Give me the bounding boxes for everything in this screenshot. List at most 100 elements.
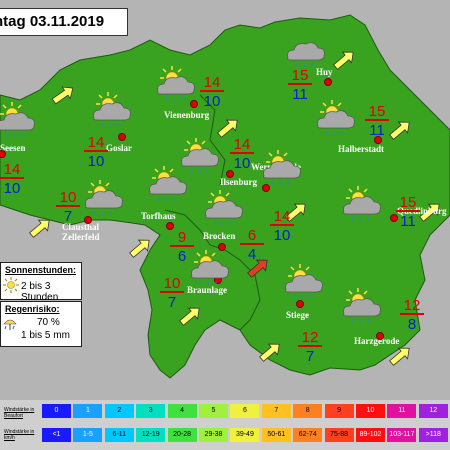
sun-cloud-rain-icon xyxy=(144,166,188,211)
place-name: Quedlinburg xyxy=(397,206,447,216)
rain-amount: 1 bis 5 mm xyxy=(21,330,70,341)
sun-cloud-rain-icon xyxy=(186,250,230,295)
temp-min: 10 xyxy=(273,227,291,244)
legend-beaufort-cell: 8 xyxy=(293,404,323,418)
legend-beaufort-cell: 1 xyxy=(73,404,103,418)
sun-cloud-rain-icon xyxy=(312,100,356,145)
temp-max: 15 xyxy=(288,68,312,85)
legend-kmh-cell: 6-11 xyxy=(104,428,134,442)
legend-kmh-cell: 89-102 xyxy=(356,428,385,442)
rain-box: Regenrisiko: 70 % 1 bis 5 mm xyxy=(0,301,82,347)
sun-cloud-rain-icon xyxy=(338,186,382,231)
place-name: Goslar xyxy=(106,143,132,153)
legend-beaufort-cell: 4 xyxy=(167,404,197,418)
place-marker xyxy=(190,100,198,108)
wind-arrow-icon xyxy=(179,307,200,326)
legend-kmh-cell: <1 xyxy=(42,428,71,442)
place-marker xyxy=(324,78,332,86)
place-marker xyxy=(166,222,174,230)
legend-kmh-cell: 12-19 xyxy=(136,428,166,442)
legend-beaufort-cell: 5 xyxy=(199,404,228,418)
legend-beaufort-cell: 2 xyxy=(104,404,134,418)
wind-arrow-icon xyxy=(285,203,306,222)
temp-min: 10 xyxy=(87,153,105,170)
place-name: Braunlage xyxy=(187,285,228,295)
legend-beaufort-cell: 9 xyxy=(324,404,354,418)
sun-cloud-rain-icon xyxy=(258,150,302,195)
temp-min: 10 xyxy=(233,155,251,172)
temp-min: 10 xyxy=(3,180,21,197)
temp-max: 10 xyxy=(160,276,184,293)
place-name: Halberstadt xyxy=(338,144,384,154)
sun-cloud-rain-icon xyxy=(338,288,382,333)
sunshine-title: Sonnenstunden: xyxy=(5,265,76,275)
temp-min: 11 xyxy=(369,122,385,139)
temp-min: 7 xyxy=(167,294,177,311)
page-title: ntag 03.11.2019 xyxy=(0,8,128,36)
place-name: Clausthal Zellerfeld xyxy=(62,222,100,242)
cloud-rain-icon xyxy=(282,32,326,77)
legend-kmh-cell: 50-61 xyxy=(261,428,291,442)
sun-cloud-rain-icon xyxy=(80,180,124,225)
legend-kmh-cell: 103-117 xyxy=(387,428,417,442)
temp-min: 11 xyxy=(400,213,416,230)
rain-umbrella-icon xyxy=(3,319,17,330)
place-name: Vienenburg xyxy=(164,110,210,120)
temp-max: 14 xyxy=(270,209,294,226)
temp-max: 14 xyxy=(0,162,24,179)
legend-beaufort-cell: 12 xyxy=(418,404,448,418)
temp-max: 9 xyxy=(170,230,194,247)
legend-label-kmh: Windstärke in km/h xyxy=(4,429,35,441)
legend-beaufort-cell: 0 xyxy=(42,404,71,418)
place-marker xyxy=(390,214,398,222)
wind-arrow-icon xyxy=(333,51,354,70)
place-name: Torfhaus xyxy=(141,211,176,221)
sunshine-value: 2 bis 3 Stunden xyxy=(21,281,59,303)
legend-beaufort-cell: 11 xyxy=(387,404,417,418)
temp-max: 14 xyxy=(200,75,224,92)
temp-max: 6 xyxy=(240,228,264,245)
place-marker xyxy=(84,216,92,224)
place-name: Brocken xyxy=(203,231,236,241)
legend-kmh-cell: 1-5 xyxy=(73,428,103,442)
wind-arrow-icon xyxy=(129,239,150,258)
temp-min: 7 xyxy=(63,208,73,225)
place-marker xyxy=(374,136,382,144)
temp-min: 11 xyxy=(292,86,308,103)
sun-cloud-rain-icon xyxy=(152,66,196,111)
place-marker xyxy=(262,184,270,192)
sun-cloud-rain-icon xyxy=(200,190,244,235)
wind-arrow-icon xyxy=(389,121,410,140)
wind-arrow-icon xyxy=(389,347,410,366)
temp-min: 8 xyxy=(407,316,417,333)
wind-arrow-icon xyxy=(259,343,280,362)
legend-kmh-cell: 39-49 xyxy=(230,428,260,442)
temp-max: 15 xyxy=(396,195,420,212)
place-name: Stiege xyxy=(286,310,309,320)
legend-beaufort-cell: 10 xyxy=(356,404,385,418)
place-name: Ilsenburg xyxy=(220,177,258,187)
sun-cloud-rain-icon xyxy=(0,102,36,147)
wind-arrow-icon xyxy=(247,259,268,278)
sun-cloud-rain-icon xyxy=(88,92,132,137)
temp-max: 10 xyxy=(56,190,80,207)
temp-min: 10 xyxy=(203,93,221,110)
legend-beaufort-cell: 6 xyxy=(230,404,260,418)
temp-max: 12 xyxy=(400,298,424,315)
wind-arrow-icon xyxy=(29,219,50,238)
rain-percent: 70 % xyxy=(37,317,60,328)
legend-kmh-cell: 75-88 xyxy=(324,428,354,442)
temp-max: 15 xyxy=(365,104,389,121)
place-name: Huy xyxy=(316,67,333,77)
wind-arrow-icon xyxy=(51,86,74,105)
rain-title: Regenrisiko: xyxy=(5,304,60,314)
place-marker xyxy=(226,170,234,178)
legend-kmh-cell: >118 xyxy=(418,428,448,442)
wind-arrow-icon xyxy=(419,203,440,222)
sun-icon xyxy=(3,277,19,293)
place-marker xyxy=(118,133,126,141)
temp-min: 4 xyxy=(247,246,257,263)
legend-kmh-cell: 20-28 xyxy=(167,428,197,442)
sun-cloud-rain-icon xyxy=(176,138,220,183)
wind-arrow-icon xyxy=(217,119,238,138)
